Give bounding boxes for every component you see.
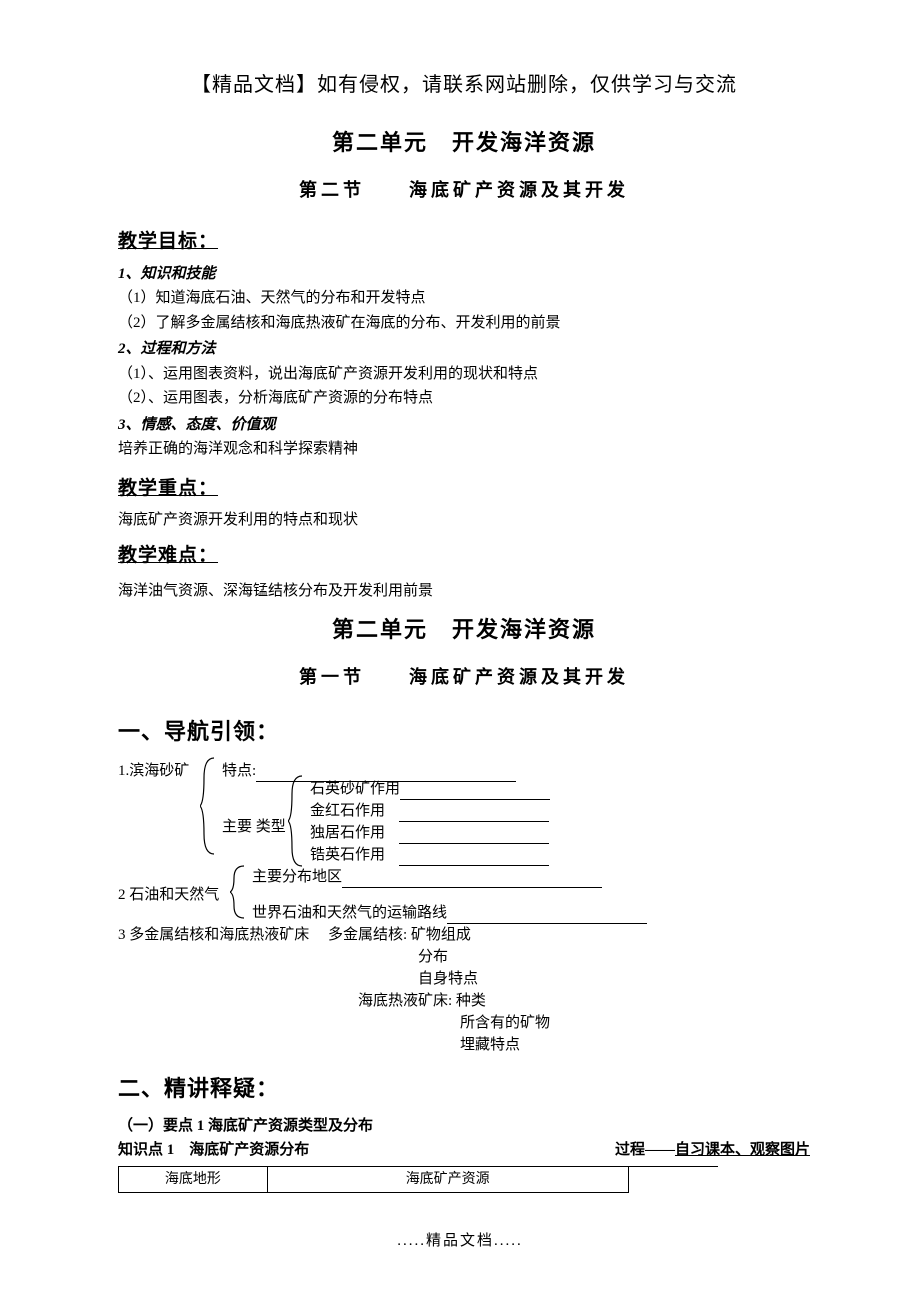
- unit-title-2: 第二单元 开发海洋资源: [118, 613, 810, 646]
- section-title-1: 第二节 海底矿产资源及其开发: [118, 177, 810, 204]
- type-label: 锆英石作用: [310, 844, 385, 867]
- row3-b2: 所含有的矿物: [460, 1012, 550, 1035]
- outline-type-3: 独居石作用: [310, 822, 549, 845]
- row3-a3: 自身特点: [418, 968, 478, 991]
- point1-heading: （一）要点 1 海底矿产资源类型及分布: [118, 1115, 810, 1138]
- brace-icon: [288, 774, 306, 868]
- heading-values: 3、情感、态度、价值观: [118, 414, 810, 437]
- kp1-row: 知识点 1 海底矿产资源分布 过程——自习课本、观察图片: [118, 1139, 810, 1162]
- blank-line: [399, 849, 549, 866]
- table-row: 海底地形 海底矿产资源: [119, 1166, 719, 1192]
- diff-heading: 教学难点：: [118, 542, 810, 571]
- row2-a-label: 主要分布地区: [252, 866, 342, 889]
- outline-type-1: 石英砂矿作用: [310, 778, 550, 801]
- outline-row2-label: 2 石油和天然气: [118, 884, 219, 907]
- outline-type-4: 锆英石作用: [310, 844, 549, 867]
- row2-b-label: 世界石油和天然气的运输路线: [252, 902, 447, 925]
- diff-line-1: 海洋油气资源、深海锰结核分布及开发利用前景: [118, 580, 810, 603]
- explain-heading: 二、精讲释疑：: [118, 1072, 810, 1105]
- header-notice: 【精品文档】如有侵权，请联系网站删除，仅供学习与交流: [118, 70, 810, 100]
- outline-row3-label: 3 多金属结核和海底热液矿床: [118, 924, 309, 947]
- blank-line: [399, 805, 549, 822]
- outline-block: 1.滨海砂矿 特点: 主要 类型 石英砂矿作用 金红石作用 独居石作用: [118, 756, 810, 1056]
- outline-row1-label: 1.滨海砂矿: [118, 760, 189, 783]
- outline-row3-b: 海底热液矿床: 种类: [358, 990, 486, 1013]
- kp1-left: 知识点 1 海底矿产资源分布: [118, 1139, 309, 1162]
- teaching-goal-heading: 教学目标：: [118, 228, 810, 257]
- kp1-right: 过程——自习课本、观察图片: [615, 1139, 810, 1162]
- blank-line: [342, 871, 602, 888]
- blank-line: [399, 827, 549, 844]
- type-label: 金红石作用: [310, 800, 385, 823]
- row3-a1: 矿物组成: [411, 927, 471, 943]
- process-line-2: （2）、运用图表，分析海底矿产资源的分布特点: [118, 387, 810, 410]
- row3-b-label: 海底热液矿床:: [358, 993, 452, 1009]
- brace-icon: [200, 756, 218, 856]
- unit-title-1: 第二单元 开发海洋资源: [118, 126, 810, 159]
- blank-line: [447, 907, 647, 924]
- process-line-1: （1）、运用图表资料，说出海底矿产资源开发利用的现状和特点: [118, 363, 810, 386]
- values-line-1: 培养正确的海洋观念和科学探索精神: [118, 438, 810, 461]
- outline-type-2: 金红石作用: [310, 800, 549, 823]
- outline-types-label: 主要 类型: [222, 816, 286, 839]
- outline-row3-a: 多金属结核: 矿物组成: [328, 924, 471, 947]
- resource-table: 海底地形 海底矿产资源: [118, 1166, 718, 1193]
- outline-row2-a: 主要分布地区: [252, 866, 602, 889]
- nav-heading: 一、导航引领：: [118, 715, 810, 748]
- outline-feature-label: 特点:: [222, 760, 256, 783]
- table-cell-col2: 海底矿产资源: [267, 1166, 628, 1192]
- row3-a2: 分布: [418, 946, 448, 969]
- blank-line: [400, 783, 550, 800]
- key-line-1: 海底矿产资源开发利用的特点和现状: [118, 509, 810, 532]
- type-label: 独居石作用: [310, 822, 385, 845]
- type-label: 石英砂矿作用: [310, 778, 400, 801]
- row3-a-label: 多金属结核:: [328, 927, 407, 943]
- table-cell-col1: 海底地形: [119, 1166, 268, 1192]
- kp1-right-a: 过程——: [615, 1142, 675, 1158]
- page-root: 【精品文档】如有侵权，请联系网站删除，仅供学习与交流 第二单元 开发海洋资源 第…: [0, 0, 920, 1302]
- footer-text: .....精品文档.....: [0, 1230, 920, 1253]
- row3-b3: 埋藏特点: [460, 1034, 520, 1057]
- section-title-2: 第一节 海底矿产资源及其开发: [118, 664, 810, 691]
- outline-row2-b: 世界石油和天然气的运输路线: [252, 902, 647, 925]
- heading-process: 2、过程和方法: [118, 338, 810, 361]
- knowledge-line-1: （1）知道海底石油、天然气的分布和开发特点: [118, 287, 810, 310]
- kp1-right-b: 自习课本、观察图片: [675, 1142, 810, 1158]
- key-heading: 教学重点：: [118, 475, 810, 504]
- brace-icon: [230, 864, 248, 920]
- knowledge-line-2: （2）了解多金属结核和海底热液矿在海底的分布、开发利用的前景: [118, 312, 810, 335]
- table-cell-empty: [628, 1166, 718, 1192]
- row3-b1: 种类: [456, 993, 486, 1009]
- heading-knowledge: 1、知识和技能: [118, 263, 810, 286]
